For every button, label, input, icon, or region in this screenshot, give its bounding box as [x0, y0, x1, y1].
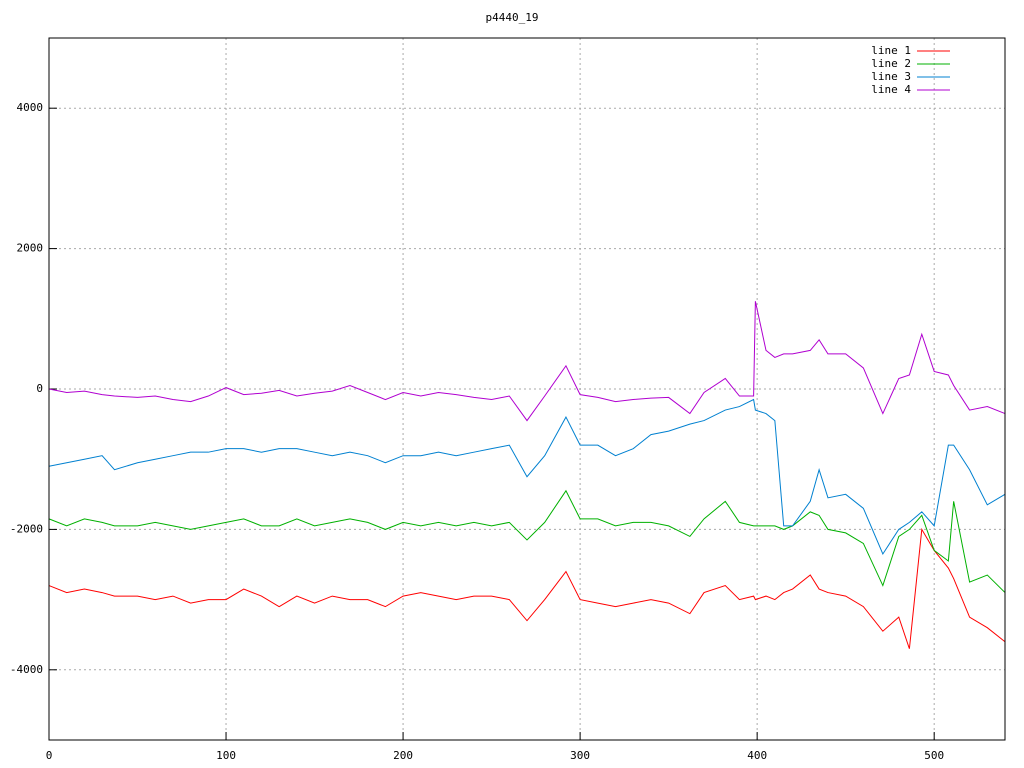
y-tick-label: -2000 [10, 522, 43, 535]
legend-label: line 2 [871, 57, 911, 70]
y-tick-label: 4000 [17, 101, 44, 114]
legend-label: line 1 [871, 44, 911, 57]
legend-label: line 4 [871, 83, 911, 96]
x-tick-label: 400 [747, 749, 767, 762]
x-tick-label: 100 [216, 749, 236, 762]
x-tick-label: 0 [46, 749, 53, 762]
line-series [48, 527, 1006, 649]
x-tick-label: 200 [393, 749, 413, 762]
legend-label: line 3 [871, 70, 911, 83]
y-tick-label: 2000 [17, 242, 44, 255]
chart-title: p4440_19 [486, 11, 539, 24]
line-series [48, 489, 1006, 593]
x-tick-label: 300 [570, 749, 590, 762]
line-series [48, 398, 1006, 556]
plot-border [48, 37, 1006, 741]
line-series [48, 301, 1006, 422]
y-tick-label: 0 [36, 382, 43, 395]
x-tick-label: 500 [924, 749, 944, 762]
y-tick-label: -4000 [10, 663, 43, 676]
